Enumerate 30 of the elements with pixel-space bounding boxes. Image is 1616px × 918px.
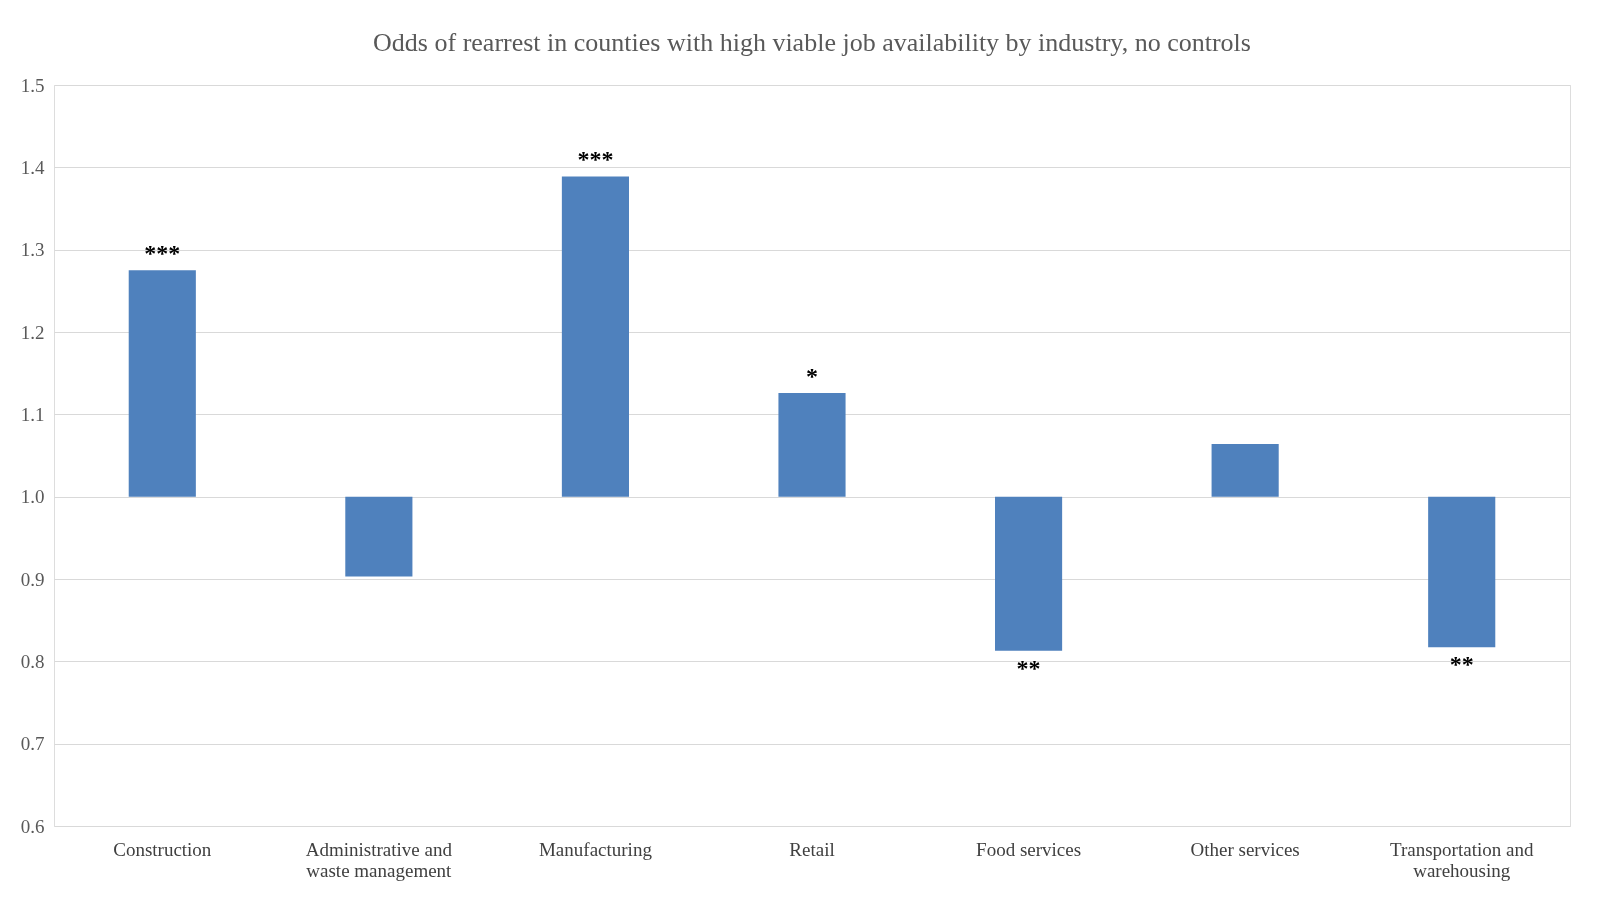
bar: [345, 496, 413, 577]
x-tick-label: Retail: [789, 838, 835, 860]
x-tick-label: Other services: [1190, 838, 1300, 860]
annotation: *: [806, 362, 818, 389]
bar: [128, 270, 196, 497]
bar: [1211, 443, 1279, 497]
bar: [778, 392, 846, 497]
annotation: **: [1016, 654, 1041, 681]
y-tick-label: 0.7: [20, 733, 45, 755]
x-tick-label: Administrative and waste management: [305, 838, 453, 881]
y-tick-label: 1.4: [20, 156, 45, 178]
y-tick-label: 1.5: [20, 74, 45, 96]
bar: [995, 496, 1063, 651]
y-tick-label: 0.8: [20, 650, 45, 672]
x-tick-label: Manufacturing: [538, 838, 653, 860]
y-tick-label: 1.1: [20, 403, 45, 425]
annotation: ***: [577, 146, 614, 173]
y-tick-label: 0.6: [20, 815, 45, 837]
y-tick-label: 1.3: [20, 239, 45, 261]
x-tick-label: Transportation and warehousing: [1390, 838, 1534, 881]
x-tick-label: Construction: [113, 838, 212, 860]
annotation: **: [1449, 651, 1474, 678]
chart-title: Odds of rearrest in counties with high viable job availability by industry, no controls: [373, 28, 1251, 57]
y-tick-label: 1.0: [20, 486, 45, 508]
bar: [561, 176, 629, 497]
y-tick-label: 1.2: [20, 321, 45, 343]
y-tick-label: 0.9: [20, 568, 45, 590]
bar: [1428, 496, 1496, 648]
annotation: ***: [144, 240, 181, 267]
x-tick-label: Food services: [976, 838, 1082, 860]
